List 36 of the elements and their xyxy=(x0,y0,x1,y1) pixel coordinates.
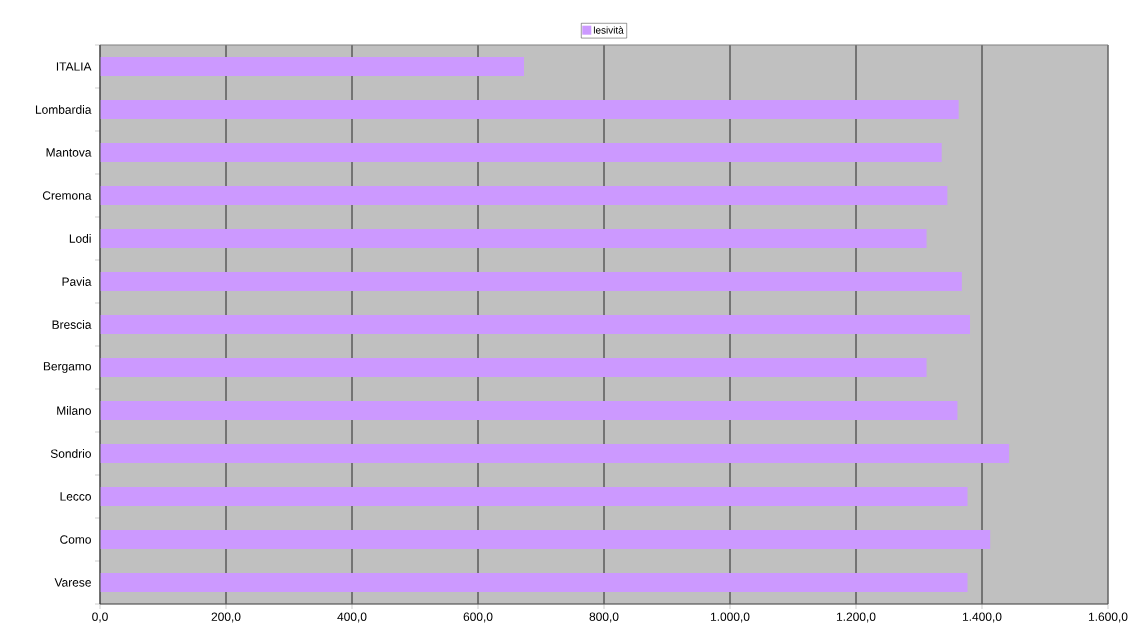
y-tick-label: Mantova xyxy=(46,148,92,157)
bar xyxy=(100,401,958,420)
y-tick-label: Lodi xyxy=(69,234,91,243)
x-tick-label: 1.400,0 xyxy=(962,612,1002,623)
legend-label: lesività xyxy=(593,26,624,34)
y-tick-label: Bergamo xyxy=(43,362,91,373)
bar xyxy=(100,143,942,162)
y-tick-label: Pavia xyxy=(62,277,92,286)
bar xyxy=(100,358,927,377)
x-tick-label: 0,0 xyxy=(92,612,108,623)
bar xyxy=(100,186,948,205)
y-tick-label: Cremona xyxy=(42,191,92,200)
x-tick-label: 200,0 xyxy=(211,612,241,623)
bar xyxy=(100,229,927,248)
y-tick-label: Como xyxy=(60,535,91,544)
y-tick-label: Varese xyxy=(54,578,91,587)
x-tick-label: 600,0 xyxy=(463,612,493,623)
bar xyxy=(100,315,971,334)
y-tick-label: Sondrio xyxy=(50,449,91,458)
x-tick-label: 400,0 xyxy=(337,612,367,623)
y-tick-label: Lecco xyxy=(60,492,91,501)
bar xyxy=(100,444,1010,463)
x-tick-label: 800,0 xyxy=(589,612,619,623)
bar xyxy=(100,100,959,119)
bar xyxy=(100,56,524,76)
y-tick-label: Milano xyxy=(57,406,91,415)
y-tick-label: Brescia xyxy=(52,320,92,329)
x-tick-label: 1.600,0 xyxy=(1088,612,1128,623)
x-tick-label: 1.000,0 xyxy=(710,612,750,623)
bar xyxy=(100,272,962,291)
x-tick-label: 1.200,0 xyxy=(836,612,876,623)
bar xyxy=(100,487,968,506)
y-tick-label: Lombardia xyxy=(35,105,92,114)
bar xyxy=(100,573,968,592)
bar xyxy=(100,530,991,549)
y-tick-label: ITALIA xyxy=(56,62,92,71)
